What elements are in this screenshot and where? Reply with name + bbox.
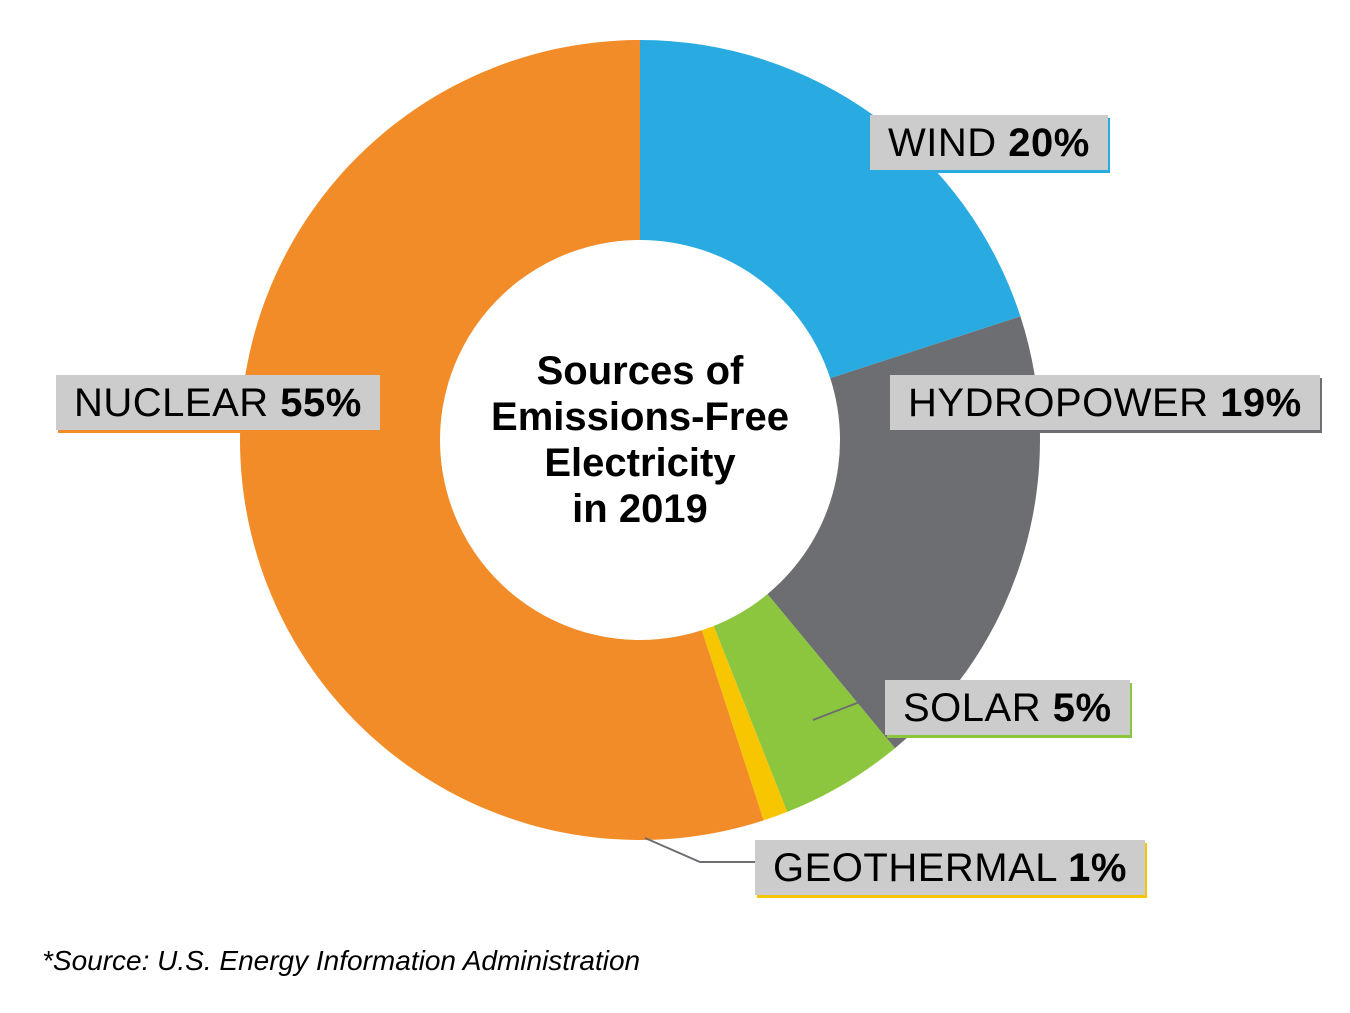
chart-container: Sources ofEmissions-FreeElectricityin 20…: [0, 0, 1350, 1013]
label-pct: 19%: [1220, 381, 1302, 425]
label-solar: SOLAR 5%: [885, 680, 1130, 735]
label-geothermal: GEOTHERMAL 1%: [755, 840, 1145, 895]
label-name: GEOTHERMAL: [773, 846, 1068, 890]
label-wind: WIND 20%: [870, 115, 1108, 170]
label-name: NUCLEAR: [74, 381, 280, 425]
label-pct: 55%: [280, 381, 362, 425]
label-hydropower: HYDROPOWER 19%: [890, 375, 1320, 430]
label-pct: 20%: [1008, 121, 1090, 165]
slice-wind: [640, 40, 1020, 378]
label-name: SOLAR: [903, 686, 1053, 730]
label-name: HYDROPOWER: [908, 381, 1220, 425]
leader-geothermal: [645, 838, 756, 862]
label-pct: 5%: [1053, 686, 1112, 730]
label-pct: 1%: [1068, 846, 1127, 890]
source-note: *Source: U.S. Energy Information Adminis…: [42, 945, 640, 977]
label-name: WIND: [888, 121, 1008, 165]
label-nuclear: NUCLEAR 55%: [56, 375, 380, 430]
